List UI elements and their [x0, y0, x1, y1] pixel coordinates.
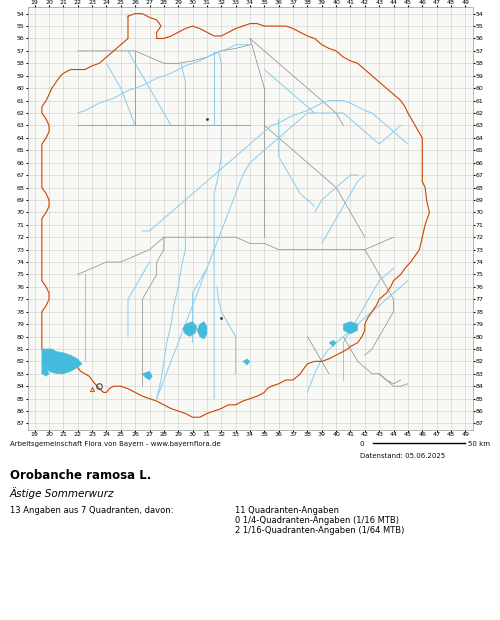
Text: Datenstand: 05.06.2025: Datenstand: 05.06.2025 — [360, 453, 445, 459]
Text: 11 Quadranten-Angaben: 11 Quadranten-Angaben — [235, 506, 339, 515]
Polygon shape — [142, 371, 152, 380]
Text: Arbeitsgemeinschaft Flora von Bayern - www.bayernflora.de: Arbeitsgemeinschaft Flora von Bayern - w… — [10, 441, 220, 447]
Text: Orobanche ramosa L.: Orobanche ramosa L. — [10, 469, 152, 482]
Text: 13 Angaben aus 7 Quadranten, davon:: 13 Angaben aus 7 Quadranten, davon: — [10, 506, 173, 515]
Text: 2 1/16-Quadranten-Angaben (1/64 MTB): 2 1/16-Quadranten-Angaben (1/64 MTB) — [235, 526, 404, 535]
Polygon shape — [42, 364, 49, 376]
Polygon shape — [344, 322, 357, 334]
Polygon shape — [329, 340, 336, 347]
Text: 0: 0 — [360, 441, 364, 447]
Polygon shape — [182, 322, 197, 337]
Polygon shape — [243, 359, 250, 365]
Polygon shape — [197, 322, 207, 339]
Text: Ästige Sommerwurz: Ästige Sommerwurz — [10, 487, 115, 499]
Text: 0 1/4-Quadranten-Angaben (1/16 MTB): 0 1/4-Quadranten-Angaben (1/16 MTB) — [235, 516, 399, 525]
Polygon shape — [42, 349, 82, 374]
Text: 50 km: 50 km — [468, 441, 489, 447]
